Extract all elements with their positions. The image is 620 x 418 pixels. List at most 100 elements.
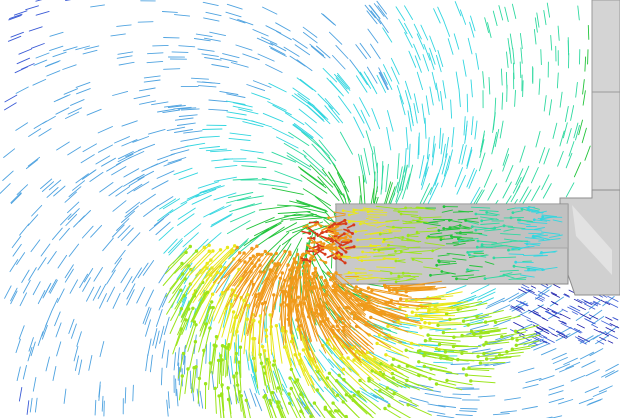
velocity-vector (454, 1, 462, 17)
velocity-vector (213, 192, 237, 201)
vector-head (179, 327, 183, 331)
velocity-vector (564, 106, 569, 122)
velocity-vector (221, 393, 225, 418)
velocity-vector (500, 244, 521, 249)
velocity-vector (355, 230, 368, 233)
velocity-vector (202, 128, 223, 130)
velocity-vector (208, 362, 211, 390)
velocity-vector (470, 206, 491, 209)
velocity-vector (93, 267, 103, 282)
velocity-vector (226, 111, 247, 116)
velocity-vector (178, 45, 196, 48)
velocity-vector (474, 120, 478, 140)
velocity-vector (50, 297, 59, 313)
velocity-vector (432, 247, 442, 252)
velocity-vector (341, 317, 374, 345)
velocity-vector (248, 326, 251, 361)
vector-head (181, 272, 185, 276)
velocity-vector (428, 309, 463, 313)
velocity-vector (358, 259, 377, 262)
velocity-vector (30, 341, 36, 357)
velocity-vector (467, 320, 496, 326)
velocity-vector (232, 178, 258, 181)
velocity-vector (126, 183, 143, 195)
velocity-vector (483, 341, 510, 346)
velocity-vector (582, 90, 586, 106)
velocity-vector (230, 211, 256, 223)
velocity-vector (481, 218, 498, 222)
vector-head (517, 218, 520, 222)
vector-head (404, 206, 407, 210)
vector-head (406, 234, 410, 238)
vector-head (331, 288, 335, 293)
velocity-vector (379, 270, 391, 273)
vector-head (322, 285, 326, 289)
velocity-vector (370, 392, 389, 403)
velocity-vector (41, 321, 48, 337)
velocity-vector (392, 377, 420, 391)
velocity-vector (431, 71, 437, 91)
velocity-vector (527, 208, 540, 212)
velocity-vector (563, 357, 578, 365)
velocity-vector (366, 66, 378, 84)
velocity-vector (407, 404, 432, 416)
velocity-vector (499, 351, 524, 356)
velocity-vector (557, 326, 572, 336)
vector-head (283, 345, 287, 349)
vector-head (208, 361, 212, 365)
vector-head (335, 393, 340, 397)
velocity-vector (422, 388, 441, 393)
velocity-vector (182, 232, 199, 248)
velocity-vector (449, 224, 460, 229)
velocity-vector (450, 236, 474, 239)
velocity-vector (10, 31, 24, 38)
velocity-vector (323, 300, 343, 325)
vector-head (474, 228, 478, 232)
vector-head (344, 250, 348, 254)
velocity-vector (492, 114, 496, 133)
velocity-vector (589, 309, 603, 320)
velocity-vector (70, 323, 77, 339)
velocity-vector (202, 327, 211, 357)
velocity-vector (390, 300, 432, 304)
velocity-vector (535, 297, 544, 302)
velocity-vector (324, 408, 334, 418)
velocity-vector (355, 272, 367, 274)
velocity-vector (164, 251, 187, 275)
velocity-vector (541, 174, 550, 191)
velocity-vector (495, 315, 521, 323)
vector-head (500, 335, 504, 339)
velocity-vector (337, 72, 351, 89)
velocity-vector (67, 146, 82, 156)
velocity-vector (351, 312, 387, 336)
velocity-vector (198, 272, 218, 302)
velocity-vector (321, 13, 335, 25)
vector-head (396, 320, 400, 324)
velocity-vector (208, 108, 228, 112)
velocity-vector (97, 126, 113, 134)
velocity-vector (308, 277, 317, 318)
velocity-vector (298, 108, 317, 124)
velocity-vector (111, 166, 127, 176)
vector-head (276, 262, 281, 266)
velocity-vector (338, 95, 352, 114)
vector-head (303, 264, 307, 268)
velocity-vector (252, 338, 255, 372)
velocity-vector (543, 148, 550, 165)
vector-head (207, 243, 211, 247)
vector-head (427, 308, 431, 313)
velocity-vector (421, 103, 426, 124)
vector-head (441, 330, 446, 335)
velocity-vector (584, 300, 593, 306)
vector-head (290, 334, 295, 338)
velocity-vector (177, 207, 196, 220)
velocity-vector (543, 10, 547, 26)
velocity-vector (492, 304, 511, 313)
vector-head (210, 266, 214, 270)
velocity-vector (476, 310, 504, 318)
velocity-vector (270, 47, 287, 57)
velocity-vector (581, 360, 596, 368)
vector-head (423, 339, 428, 343)
velocity-vector (493, 319, 511, 327)
velocity-vector (579, 313, 592, 320)
